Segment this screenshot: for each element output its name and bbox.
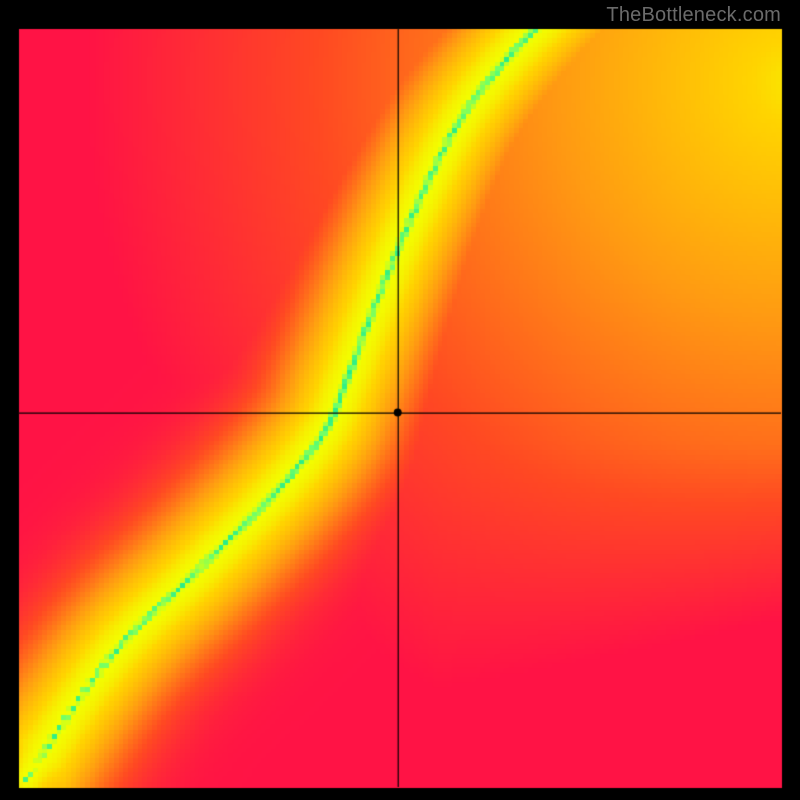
watermark-text: TheBottleneck.com [606,4,781,27]
chart-root: TheBottleneck.com [0,0,800,800]
overlay-canvas [0,0,800,800]
